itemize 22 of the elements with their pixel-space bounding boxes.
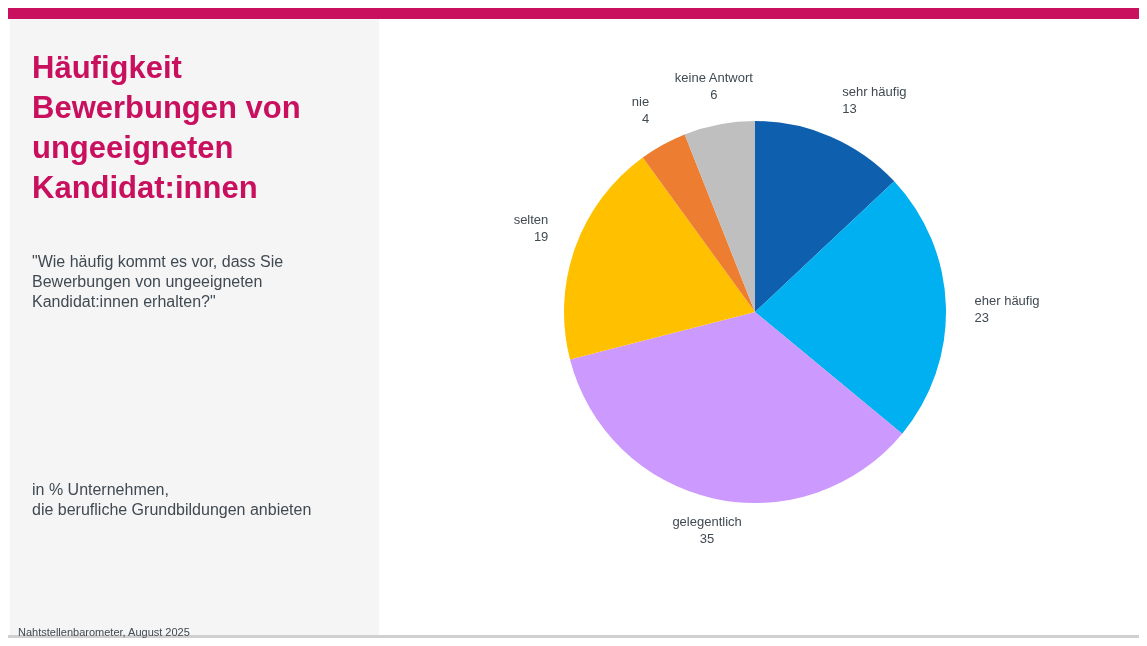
pie-slice — [642, 134, 755, 312]
slice-label: eher häufig — [974, 293, 1040, 309]
data-label: 23 — [974, 310, 990, 326]
slice-label: selten — [513, 211, 549, 227]
data-label: 19 — [533, 228, 549, 244]
data-label: 35 — [699, 531, 715, 547]
slice-label: keine Antwort — [674, 70, 754, 86]
text: Nahtstellenbarometer, August 2025 — [18, 626, 190, 638]
pie-slice — [755, 121, 895, 312]
data-label: 4 — [641, 110, 650, 126]
slice-label: gelegentlich — [672, 514, 742, 530]
data-label: 13 — [842, 101, 857, 117]
text: Häufigkeit Bewerbungen von ungeeigneten Kandidat:innen — [32, 49, 302, 207]
pie-slice — [564, 157, 755, 360]
text: in % Unternehmen, die berufliche Grundbildungen anbieten — [32, 480, 313, 520]
pie-slice — [684, 121, 755, 312]
pie-slice — [570, 312, 903, 503]
slice-label: nie — [631, 93, 650, 109]
slice-label: sehr häufig — [842, 84, 907, 100]
pie-slice — [755, 181, 946, 434]
data-label: 6 — [710, 87, 718, 103]
text: "Wie häufig kommt es vor, dass Sie Bewerbungen von ungeeigneten Kandidat:innen erhalten?" — [32, 252, 285, 312]
